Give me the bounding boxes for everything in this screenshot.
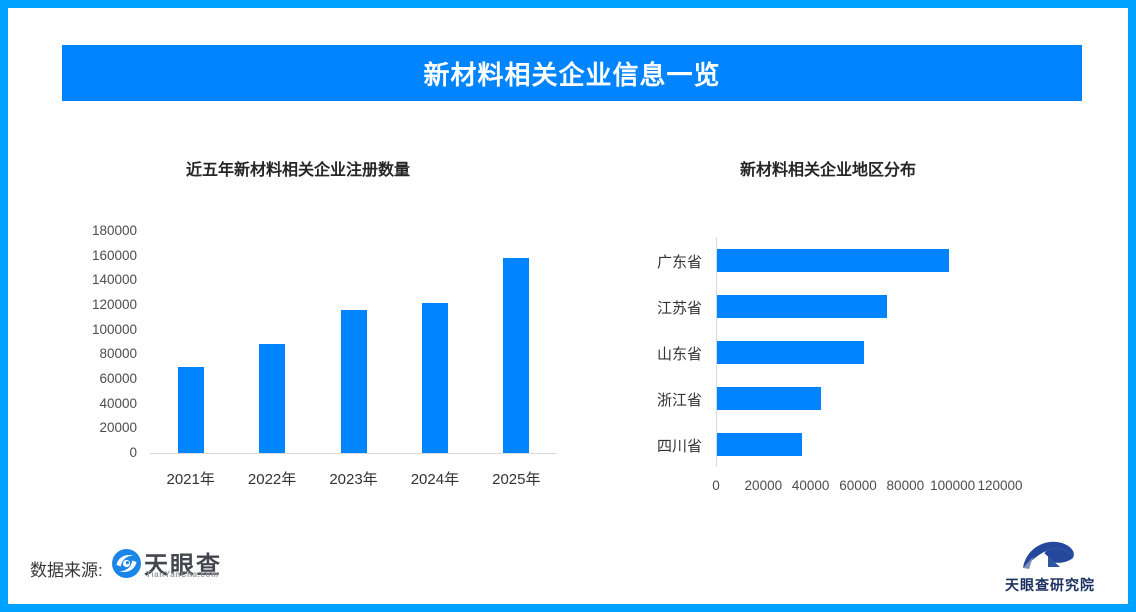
x-category-label: 2025年 <box>492 471 541 488</box>
right-chart-title: 新材料相关企业地区分布 <box>740 162 917 179</box>
bar-2024年 <box>421 302 448 453</box>
page-title-banner: 新材料相关企业信息一览 <box>62 45 1082 101</box>
x-category-label: 2021年 <box>166 471 215 488</box>
bar-山东省 <box>717 340 864 364</box>
x-axis-tick-label: 20000 <box>744 478 783 493</box>
bar-2021年 <box>177 366 204 453</box>
bar-2025年 <box>503 258 530 453</box>
x-axis-tick-label: 80000 <box>886 478 925 493</box>
y-axis-tick-label: 40000 <box>99 395 137 411</box>
x-axis-tick-label: 40000 <box>791 478 830 493</box>
bar-浙江省 <box>717 386 822 410</box>
x-category-label: 2022年 <box>247 471 297 488</box>
y-axis-tick-label: 80000 <box>99 346 137 362</box>
page-title: 新材料相关企业信息一览 <box>423 59 721 90</box>
y-axis-tick-label: 180000 <box>91 223 137 238</box>
research-logo-text: 天眼查研究院 <box>1005 577 1095 593</box>
region-label: 江苏省 <box>656 300 702 317</box>
x-category-label: 2024年 <box>410 471 460 488</box>
data-source-label: 数据来源: <box>30 561 103 580</box>
y-axis-line <box>716 237 717 467</box>
y-axis-tick-label: 160000 <box>91 247 137 263</box>
y-axis-tick-label: 120000 <box>91 297 137 312</box>
y-axis-tick-label: 0 <box>129 445 137 460</box>
region-label: 山东省 <box>656 346 702 363</box>
bar-2022年 <box>259 344 286 453</box>
region-label: 四川省 <box>656 438 702 455</box>
x-category-label: 2023年 <box>329 471 378 488</box>
y-axis-tick-label: 60000 <box>99 371 137 386</box>
tianyancha-domain-text: TianYanCha.com <box>146 570 219 579</box>
tianyancha-research-icon <box>1023 541 1074 569</box>
y-axis-tick-label: 20000 <box>99 420 137 436</box>
tianyancha-logo-text: 天眼查 <box>144 552 222 579</box>
y-axis-tick-label: 100000 <box>91 321 137 337</box>
y-axis-tick-label: 140000 <box>91 272 137 288</box>
x-axis-line <box>150 453 557 454</box>
x-axis-tick-label: 0 <box>712 478 720 493</box>
region-label: 广东省 <box>656 254 702 271</box>
region-label: 浙江省 <box>656 392 702 409</box>
left-chart-title: 近五年新材料相关企业注册数量 <box>186 162 411 179</box>
x-axis-tick-label: 100000 <box>930 478 976 493</box>
x-axis-tick-label: 120000 <box>977 478 1023 493</box>
bar-江苏省 <box>717 294 888 318</box>
bar-2023年 <box>340 309 367 453</box>
x-axis-tick-label: 60000 <box>839 478 877 493</box>
bar-四川省 <box>717 432 803 456</box>
bar-广东省 <box>717 248 949 272</box>
tianyancha-eye-icon <box>112 549 141 578</box>
